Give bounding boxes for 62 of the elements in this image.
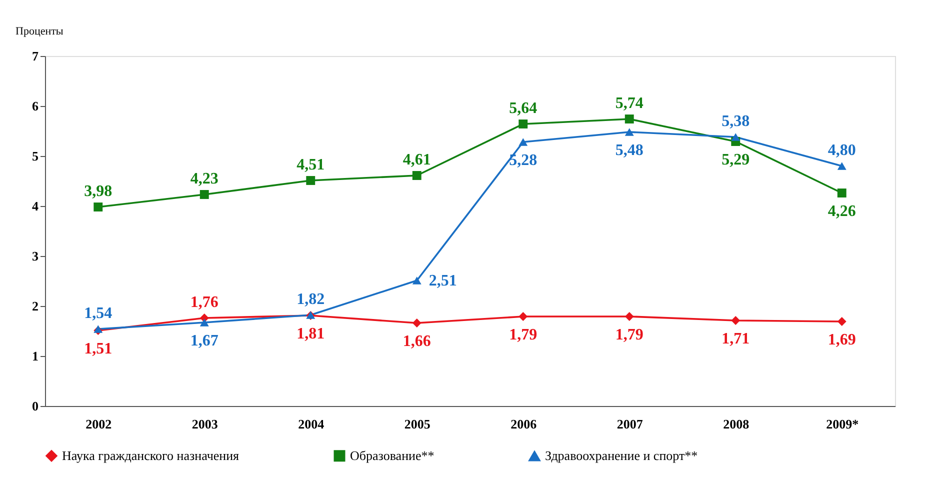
point (412, 171, 422, 180)
data-label: 1,82 (296, 291, 325, 308)
point (624, 312, 634, 321)
data-label: 5,38 (722, 113, 750, 130)
y-tick-label: 5 (32, 148, 39, 164)
data-label: 1,76 (190, 294, 218, 311)
data-label: 1,79 (615, 326, 644, 344)
point (624, 114, 634, 124)
data-label: 1,67 (190, 332, 218, 350)
data-label: 1,66 (402, 333, 431, 350)
data-label: 4,61 (402, 152, 431, 168)
x-tick-label: 2006 (510, 416, 538, 432)
point (412, 318, 422, 328)
point (518, 120, 528, 128)
y-tick-label: 3 (32, 248, 39, 264)
data-label: 4,26 (828, 203, 856, 220)
data-label: 1,51 (84, 340, 112, 358)
legend-label: Образование** (350, 448, 434, 463)
point (306, 176, 316, 185)
data-label: 1,54 (84, 305, 112, 322)
data-label: 5,29 (722, 152, 750, 168)
point (412, 276, 422, 284)
point (837, 317, 846, 326)
x-tick-label: 2007 (616, 416, 644, 432)
y-tick-label: 6 (32, 98, 39, 114)
x-tick-label: 2005 (404, 416, 431, 432)
x-tick-label: 2002 (86, 416, 112, 432)
point (837, 188, 846, 198)
y-tick-label: 2 (32, 298, 38, 314)
point (200, 318, 209, 326)
data-label: 1,69 (828, 332, 856, 348)
y-tick-label: 1 (32, 348, 38, 364)
y-axis-title: Проценты (16, 26, 64, 38)
y-tick-label: 7 (32, 48, 39, 64)
data-label: 5,64 (509, 100, 538, 117)
data-label: 3,98 (84, 183, 112, 200)
y-tick-label: 4 (32, 198, 39, 214)
x-tick-label: 2008 (723, 416, 750, 432)
point (518, 138, 528, 146)
data-label: 5,74 (615, 95, 644, 112)
x-tick-label: 2004 (298, 416, 325, 432)
data-label: 4,51 (296, 156, 325, 174)
data-label: 1,71 (722, 330, 750, 348)
data-label: 4,23 (190, 170, 218, 188)
point (200, 190, 209, 199)
data-label: 1,81 (296, 326, 325, 342)
point (624, 128, 634, 136)
x-tick-label: 2003 (192, 416, 218, 432)
data-label: 4,80 (828, 142, 856, 159)
data-label: 1,79 (509, 326, 538, 344)
y-tick-label: 0 (32, 398, 38, 414)
data-label: 5,48 (615, 142, 644, 159)
data-label: 5,28 (509, 152, 538, 169)
point (94, 202, 103, 212)
legend-label: Наука гражданского назначения (62, 448, 240, 463)
data-label: 2,51 (428, 272, 457, 290)
point (837, 162, 846, 170)
x-tick-label: 2009* (826, 416, 859, 432)
legend-label: Здравоохранение и спорт** (545, 448, 698, 464)
point (731, 316, 740, 325)
point (518, 312, 528, 321)
point (731, 133, 740, 141)
